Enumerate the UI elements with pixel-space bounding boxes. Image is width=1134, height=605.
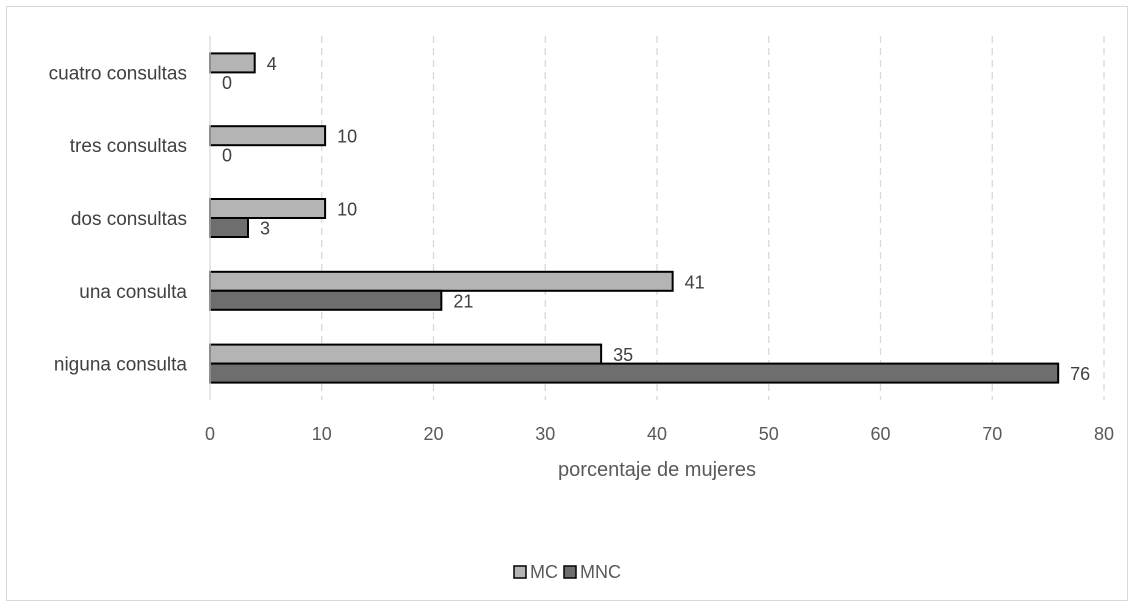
data-label-mc: 10 (337, 200, 357, 220)
x-tick-label: 50 (759, 424, 779, 444)
category-label: niguna consulta (54, 355, 188, 376)
x-tick-label: 60 (870, 424, 890, 444)
bar-mc (209, 270, 674, 292)
bar-mc (209, 125, 327, 147)
bar-mc (209, 198, 327, 219)
x-axis-title: porcentaje de mujeres (558, 459, 756, 481)
x-tick-label: 40 (647, 424, 667, 444)
bar-mnc (209, 289, 443, 311)
data-label-mc: 4 (267, 54, 277, 74)
x-tick-label: 20 (423, 424, 443, 444)
x-tick-label: 0 (205, 424, 215, 444)
x-tick-label: 30 (535, 424, 555, 444)
legend-swatch-mc (513, 565, 527, 579)
chart-frame (6, 6, 1128, 601)
legend-label-mnc: MNC (580, 562, 621, 582)
x-tick-label: 10 (312, 424, 332, 444)
bar-mc (209, 343, 603, 365)
category-label: tres consultas (70, 136, 187, 157)
bars (209, 52, 1060, 384)
bar-mc (209, 52, 256, 74)
data-labels: 35 76 41 21 10 3 10 0 4 0 (222, 54, 1090, 384)
x-tick-label: 80 (1094, 424, 1114, 444)
category-label: cuatro consultas (49, 63, 187, 84)
data-label-mnc: 21 (453, 291, 473, 311)
data-label-mc: 41 (685, 272, 705, 292)
data-label-mc: 10 (337, 127, 357, 147)
legend-swatch-mnc (563, 565, 577, 579)
bar-mnc (209, 217, 249, 238)
data-label-mc: 35 (613, 345, 633, 365)
category-label: una consulta (79, 282, 187, 303)
data-label-mnc: 76 (1070, 364, 1090, 384)
bar-mnc (209, 362, 1060, 384)
legend: MC MNC (513, 562, 621, 582)
data-label-mnc: 0 (222, 73, 232, 93)
legend-label-mc: MC (530, 562, 558, 582)
data-label-mnc: 0 (222, 146, 232, 166)
gridlines (321, 36, 1105, 400)
category-label: dos consultas (71, 209, 187, 230)
data-label-mnc: 3 (260, 219, 270, 239)
x-tick-label: 70 (982, 424, 1002, 444)
